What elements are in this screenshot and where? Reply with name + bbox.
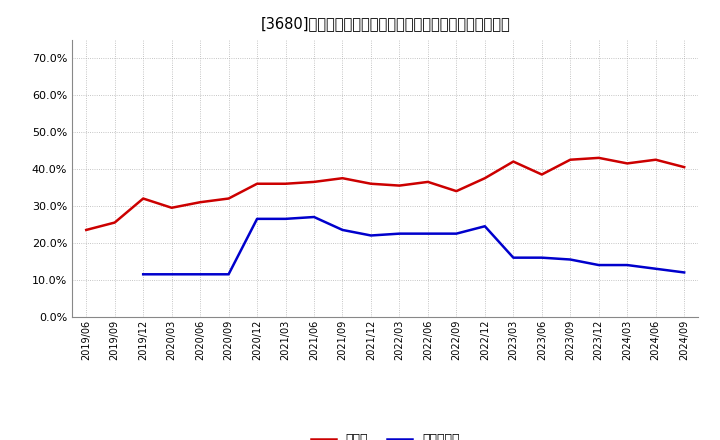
現頲金 xyxy=(680,165,688,170)
Legend: 現頲金, 有利子負債: 現頲金, 有利子負債 xyxy=(306,429,464,440)
現頲金 xyxy=(282,181,290,187)
現頲金 xyxy=(310,179,318,184)
有利子負債 xyxy=(452,231,461,236)
現頲金 xyxy=(423,179,432,184)
現頲金 xyxy=(595,155,603,161)
現頲金 xyxy=(196,200,204,205)
有利子負債 xyxy=(253,216,261,221)
現頲金 xyxy=(338,176,347,181)
Line: 有利子負債: 有利子負債 xyxy=(143,217,684,274)
Title: [3680]　現頲金、有利子負債の総資産に対する比率の推移: [3680] 現頲金、有利子負債の総資産に対する比率の推移 xyxy=(261,16,510,32)
有利子負債 xyxy=(196,271,204,277)
有利子負債 xyxy=(423,231,432,236)
有利子負債 xyxy=(395,231,404,236)
有利子負債 xyxy=(509,255,518,260)
現頲金 xyxy=(82,227,91,233)
有利子負債 xyxy=(480,224,489,229)
現頲金 xyxy=(167,205,176,210)
有利子負債 xyxy=(338,227,347,233)
有利子負債 xyxy=(595,262,603,268)
有利子負債 xyxy=(652,266,660,271)
Line: 現頲金: 現頲金 xyxy=(86,158,684,230)
現頲金 xyxy=(366,181,375,187)
現頲金 xyxy=(452,188,461,194)
現頲金 xyxy=(395,183,404,188)
現頲金 xyxy=(110,220,119,225)
現頲金 xyxy=(566,157,575,162)
現頲金 xyxy=(509,159,518,164)
現頲金 xyxy=(652,157,660,162)
有利子負債 xyxy=(366,233,375,238)
現頲金 xyxy=(225,196,233,201)
有利子負債 xyxy=(566,257,575,262)
有利子負債 xyxy=(310,214,318,220)
有利子負債 xyxy=(139,271,148,277)
現頲金 xyxy=(139,196,148,201)
有利子負債 xyxy=(680,270,688,275)
現頲金 xyxy=(623,161,631,166)
現頲金 xyxy=(253,181,261,187)
有利子負債 xyxy=(225,271,233,277)
有利子負債 xyxy=(537,255,546,260)
現頲金 xyxy=(480,176,489,181)
有利子負債 xyxy=(282,216,290,221)
有利子負債 xyxy=(167,271,176,277)
現頲金 xyxy=(537,172,546,177)
有利子負債 xyxy=(623,262,631,268)
